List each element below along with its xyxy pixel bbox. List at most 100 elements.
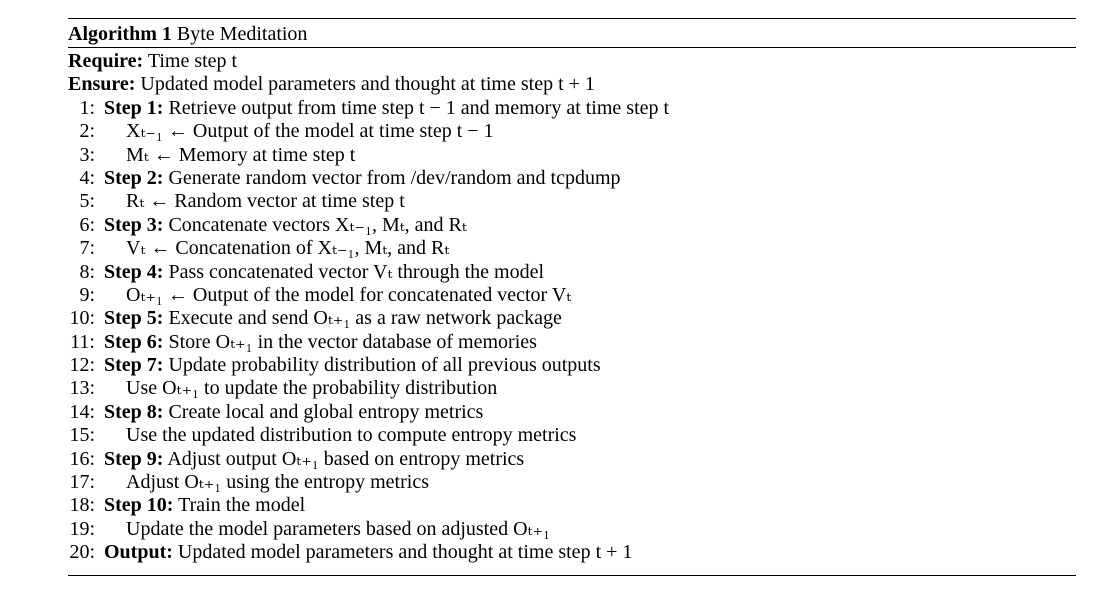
algorithm-line: 6: Step 3: Concatenate vectors Xₜ₋₁, Mₜ, … [68, 214, 1076, 237]
algorithm-line: 8: Step 4: Pass concatenated vector Vₜ th… [68, 261, 1076, 284]
line-number: 7: [79, 237, 95, 260]
line-number: 10: [69, 307, 95, 330]
line-number: 3: [79, 143, 95, 166]
step-keyword: Step 1: [104, 96, 164, 119]
algorithm-line: 3: Mₜ ← Memory at time step t [68, 144, 1076, 167]
line-text: Concatenate vectors Xₜ₋₁, Mₜ, and Rₜ [168, 213, 467, 236]
line-text: Execute and send Oₜ₊₁ as a raw network p… [168, 307, 562, 330]
line-number: 19: [69, 517, 95, 540]
algorithm-line: 14: Step 8: Create local and global entro… [68, 401, 1076, 424]
step-keyword: Step 9: [104, 447, 164, 470]
line-body: Step 10: Train the model [104, 494, 305, 517]
line-body: Xₜ₋₁ ← Output of the model at time step … [126, 120, 494, 143]
step-keyword: Step 4: [104, 260, 164, 283]
line-text: Train the model [178, 494, 306, 517]
line-number: 8: [79, 260, 95, 283]
step-keyword: Step 5: [104, 307, 164, 330]
line-body: Step 5: Execute and send Oₜ₊₁ as a raw n… [104, 307, 562, 330]
algorithm-line: 18: Step 10: Train the model [68, 494, 1076, 517]
line-text: Adjust Oₜ₊₁ using the entropy metrics [126, 471, 429, 494]
line-text: Pass concatenated vector Vₜ through the … [168, 260, 545, 283]
line-text: Update the model parameters based on adj… [126, 517, 550, 540]
line-number: 4: [79, 166, 95, 189]
step-keyword: Step 3: [104, 213, 164, 236]
step-keyword: Step 2: [104, 166, 164, 189]
line-text: Generate random vector from /dev/random … [168, 166, 621, 189]
line-number: 14: [69, 400, 95, 423]
line-text: Xₜ₋₁ ← Output of the model at time step … [126, 120, 494, 143]
algorithm-line: 20: Output: Updated model parameters and … [68, 541, 1076, 564]
algorithm-line: 16: Step 9: Adjust output Oₜ₊₁ based on e… [68, 448, 1076, 471]
step-keyword: Step 8: [104, 400, 164, 423]
line-number: 13: [69, 377, 95, 400]
step-keyword: Step 7: [104, 354, 164, 377]
line-body: Vₜ ← Concatenation of Xₜ₋₁, Mₜ, and Rₜ [126, 237, 449, 260]
algorithm-line: 2: Xₜ₋₁ ← Output of the model at time ste… [68, 120, 1076, 143]
line-text: Mₜ ← Memory at time step t [126, 143, 356, 166]
algorithm-line: 19: Update the model parameters based on … [68, 518, 1076, 541]
line-text: Adjust output Oₜ₊₁ based on entropy metr… [167, 447, 525, 470]
algorithm-line: 10: Step 5: Execute and send Oₜ₊₁ as a ra… [68, 307, 1076, 330]
line-body: Step 9: Adjust output Oₜ₊₁ based on entr… [104, 448, 524, 471]
line-text: Create local and global entropy metrics [168, 400, 484, 423]
algorithm-line: 9: Oₜ₊₁ ← Output of the model for concate… [68, 284, 1076, 307]
line-number: 11: [70, 330, 95, 353]
ensure-line: Ensure: Updated model parameters and tho… [68, 73, 1076, 96]
bottom-rule [68, 575, 1076, 576]
line-body: Rₜ ← Random vector at time step t [126, 190, 405, 213]
line-body: Update the model parameters based on adj… [126, 518, 550, 541]
line-number: 16: [69, 447, 95, 470]
require-keyword: Require: [68, 50, 144, 72]
ensure-keyword: Ensure: [68, 73, 136, 96]
algorithm-label: Algorithm 1 [68, 23, 172, 45]
line-number: 5: [79, 190, 95, 213]
algorithm-line: 7: Vₜ ← Concatenation of Xₜ₋₁, Mₜ, and Rₜ [68, 237, 1076, 260]
line-number: 9: [79, 283, 95, 306]
step-keyword: Output: [104, 541, 173, 564]
line-body: Step 3: Concatenate vectors Xₜ₋₁, Mₜ, an… [104, 214, 467, 237]
step-keyword: Step 6: [104, 330, 164, 353]
line-text: Use Oₜ₊₁ to update the probability distr… [126, 377, 498, 400]
line-body: Oₜ₊₁ ← Output of the model for concatena… [126, 284, 571, 307]
line-body: Step 6: Store Oₜ₊₁ in the vector databas… [104, 331, 537, 354]
line-body: Step 1: Retrieve output from time step t… [104, 97, 669, 120]
algorithm-title: Algorithm 1 Byte Meditation [68, 19, 1076, 47]
line-body: Output: Updated model parameters and tho… [104, 541, 632, 564]
algorithm-line: 15: Use the updated distribution to compu… [68, 424, 1076, 447]
algorithm-line: 13: Use Oₜ₊₁ to update the probability di… [68, 377, 1076, 400]
line-number: 18: [69, 494, 95, 517]
line-number: 20: [69, 541, 95, 564]
line-body: Mₜ ← Memory at time step t [126, 144, 355, 167]
line-number: 17: [69, 471, 95, 494]
line-text: Store Oₜ₊₁ in the vector database of mem… [168, 330, 537, 353]
line-body: Step 4: Pass concatenated vector Vₜ thro… [104, 261, 544, 284]
line-body: Use the updated distribution to compute … [126, 424, 576, 447]
algorithm-line: 17: Adjust Oₜ₊₁ using the entropy metrics [68, 471, 1076, 494]
algorithm-line: 11: Step 6: Store Oₜ₊₁ in the vector data… [68, 331, 1076, 354]
ensure-text: Updated model parameters and thought at … [140, 73, 595, 96]
title-rule [68, 47, 1076, 48]
line-text: Oₜ₊₁ ← Output of the model for concatena… [126, 283, 572, 306]
algorithm-line: 4: Step 2: Generate random vector from /d… [68, 167, 1076, 190]
algorithm-block: Algorithm 1 Byte Meditation Require: Tim… [68, 18, 1076, 576]
line-body: Use Oₜ₊₁ to update the probability distr… [126, 377, 497, 400]
algorithm-line: 12: Step 7: Update probability distributi… [68, 354, 1076, 377]
algorithm-name: Byte Meditation [176, 23, 308, 45]
algorithm-line: 1: Step 1: Retrieve output from time step… [68, 97, 1076, 120]
line-text: Vₜ ← Concatenation of Xₜ₋₁, Mₜ, and Rₜ [126, 237, 450, 260]
line-number: 1: [79, 96, 95, 119]
line-number: 15: [69, 424, 95, 447]
line-text: Use the updated distribution to compute … [126, 424, 577, 447]
algorithm-body: Require: Time step t Ensure: Updated mod… [68, 48, 1076, 565]
line-number: 2: [79, 120, 95, 143]
line-body: Step 7: Update probability distribution … [104, 354, 601, 377]
line-text: Updated model parameters and thought at … [177, 541, 633, 564]
line-number: 6: [79, 213, 95, 236]
require-text: Time step t [147, 50, 238, 72]
line-text: Rₜ ← Random vector at time step t [126, 190, 405, 213]
line-text: Retrieve output from time step t − 1 and… [168, 96, 670, 119]
line-body: Adjust Oₜ₊₁ using the entropy metrics [126, 471, 429, 494]
line-number: 12: [69, 354, 95, 377]
require-line: Require: Time step t [68, 50, 1076, 73]
numbered-lines: 1: Step 1: Retrieve output from time step… [68, 97, 1076, 565]
